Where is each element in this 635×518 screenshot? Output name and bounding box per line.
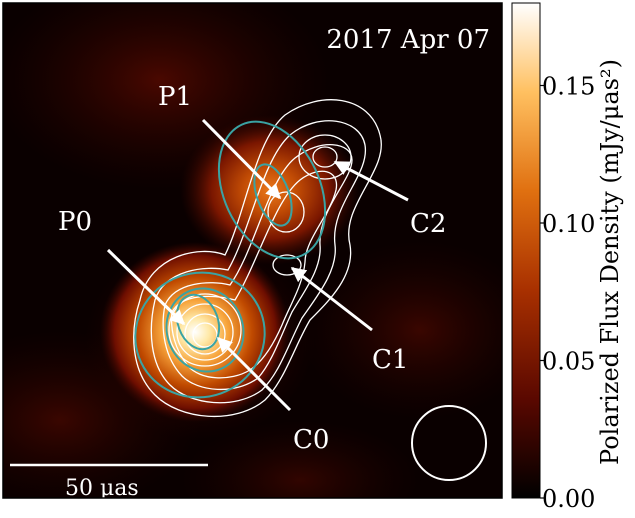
p0-contour-mid — [165, 287, 245, 373]
contour-c0-5 — [168, 293, 242, 367]
colorbar-tick-label: 0.15 — [542, 73, 595, 101]
label-p0: P0 — [58, 207, 92, 237]
arrow-c0 — [216, 336, 292, 412]
contour-outer — [133, 99, 382, 417]
arrow-p0 — [106, 248, 186, 326]
polarized-contours — [134, 120, 327, 399]
p0-contour-outer — [134, 271, 266, 399]
p1-contour-outer — [217, 120, 327, 260]
contour-c0-6 — [176, 303, 234, 361]
arrow-c2 — [333, 160, 409, 202]
label-c2: C2 — [410, 209, 446, 239]
colorbar-ticks: 0.00 0.05 0.10 0.15 — [540, 73, 595, 513]
total-intensity-contours — [133, 99, 382, 417]
scale-bar-label: 50 μas — [65, 476, 139, 501]
chart-title: 2017 Apr 07 — [326, 25, 490, 55]
contour-4 — [170, 170, 338, 379]
beam-circle — [411, 405, 487, 481]
contour-c2-core — [312, 146, 338, 168]
arrow-p1 — [201, 118, 282, 200]
colorbar-tick-label: 0.00 — [542, 485, 595, 513]
colorbar-tick-label: 0.05 — [542, 348, 595, 376]
contour-c1-core — [272, 254, 302, 276]
label-c0: C0 — [293, 425, 329, 455]
label-c1: C1 — [372, 345, 408, 375]
contour-c2-inner — [298, 134, 352, 180]
polarized-intensity-image — [3, 3, 502, 498]
contour-3 — [162, 144, 353, 391]
image-frame — [2, 2, 503, 499]
colorbar: 0.00 0.05 0.10 0.15 Polarized Flux Density … — [511, 2, 624, 513]
arrow-c1 — [290, 266, 373, 332]
colorbar-gradient — [511, 2, 541, 499]
contour-2 — [150, 120, 366, 404]
component-labels: P0 P1 C2 C1 C0 — [58, 82, 446, 455]
contour-c0-7 — [184, 313, 226, 355]
component-arrows — [106, 118, 409, 412]
contour-p1-region — [267, 191, 305, 233]
p1-contour-inner — [253, 163, 293, 227]
p0-contour-inner — [175, 293, 221, 351]
label-p1: P1 — [158, 82, 192, 112]
contour-c0-8 — [192, 322, 218, 348]
colorbar-tick-label: 0.10 — [542, 210, 595, 238]
colorbar-label: Polarized Flux Density (mJy/μas²) — [596, 59, 624, 465]
